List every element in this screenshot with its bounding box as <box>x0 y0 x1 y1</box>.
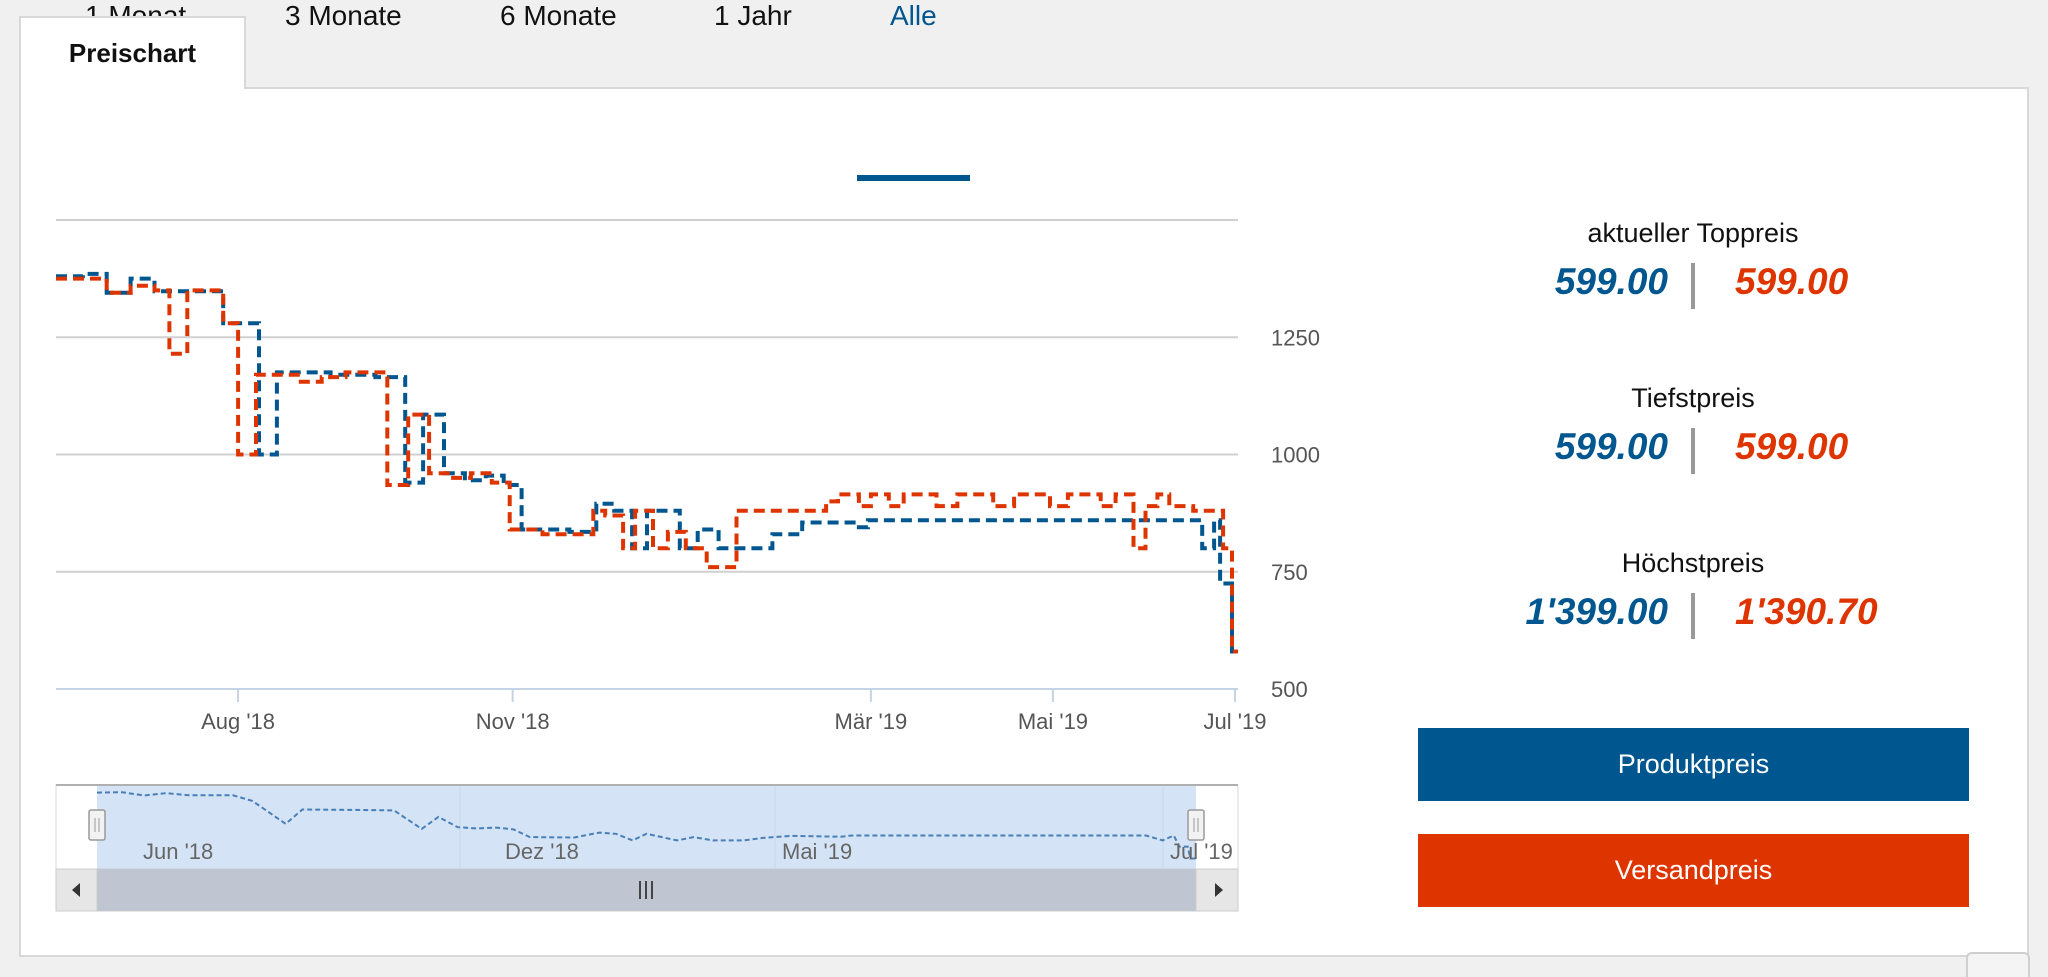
stat-highest-product: 1'399.00 <box>1525 591 1668 632</box>
x-tick-label: Jul '19 <box>1204 709 1267 734</box>
series-line-product <box>56 271 1238 654</box>
stat-lowest-product: 599.00 <box>1554 426 1668 467</box>
navigator-x-label: Jul '19 <box>1170 839 1233 864</box>
navigator-selection <box>97 785 1196 869</box>
value-separator <box>1691 428 1695 474</box>
value-separator <box>1691 263 1695 309</box>
value-separator <box>1691 593 1695 639</box>
arrow-left-icon <box>72 883 80 897</box>
stat-current-title: aktueller Toppreis <box>1587 218 1799 248</box>
y-tick-label: 1000 <box>1271 443 1320 468</box>
y-tick-label: 500 <box>1271 677 1308 702</box>
stat-lowest: Tiefstpreis 599.00 599.00 <box>1418 383 1968 476</box>
stat-current-product: 599.00 <box>1554 261 1668 302</box>
navigator-x-label: Dez '18 <box>505 839 579 864</box>
range-option-4[interactable]: Alle <box>890 0 937 31</box>
navigator-handle-left[interactable] <box>88 809 106 841</box>
navigator-handle-right[interactable] <box>1187 809 1205 841</box>
stat-lowest-shipping: 599.00 <box>1735 426 1849 467</box>
series-line-shipping <box>56 276 1238 654</box>
arrow-right-icon <box>1215 883 1223 897</box>
y-tick-label: 750 <box>1271 560 1308 585</box>
stat-current-shipping: 599.00 <box>1735 261 1849 302</box>
navigator-x-label: Jun '18 <box>143 839 213 864</box>
range-active-underline <box>857 175 970 181</box>
range-option-2[interactable]: 6 Monate <box>500 0 617 31</box>
corner-button[interactable] <box>1966 952 2030 977</box>
tab-label: Preischart <box>68 38 197 68</box>
navigator-x-label: Mai '19 <box>782 839 852 864</box>
stat-highest-title: Höchstpreis <box>1621 548 1765 578</box>
produktpreis-button[interactable]: Produktpreis <box>1418 728 1969 801</box>
stat-lowest-title: Tiefstpreis <box>1631 383 1755 413</box>
x-tick-label: Mai '19 <box>1018 709 1088 734</box>
range-option-1[interactable]: 3 Monate <box>285 0 402 31</box>
y-tick-label: 1250 <box>1271 325 1320 350</box>
x-tick-label: Nov '18 <box>476 709 550 734</box>
stat-current: aktueller Toppreis 599.00 599.00 <box>1418 218 1968 311</box>
navigator-series-line <box>96 791 1196 860</box>
versandpreis-button[interactable]: Versandpreis <box>1418 834 1969 907</box>
tab-preischart[interactable]: Preischart <box>19 16 246 89</box>
stat-highest: Höchstpreis 1'399.00 1'390.70 <box>1418 548 1968 641</box>
x-tick-label: Mär '19 <box>835 709 908 734</box>
x-tick-label: Aug '18 <box>201 709 275 734</box>
range-option-3[interactable]: 1 Jahr <box>714 0 792 31</box>
stat-highest-shipping: 1'390.70 <box>1735 591 1878 632</box>
